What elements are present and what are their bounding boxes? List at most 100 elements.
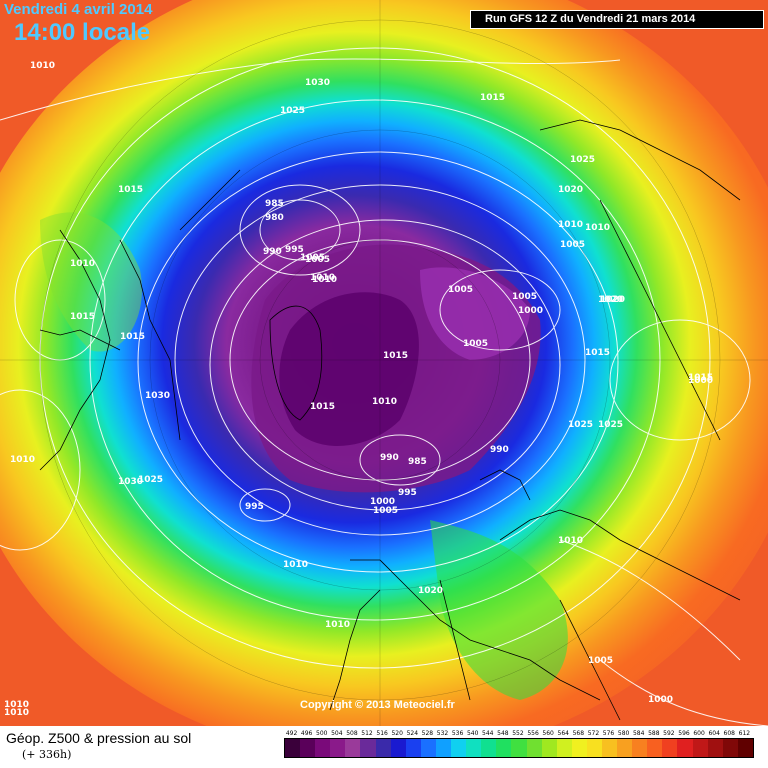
isobar-label: 1025 bbox=[568, 420, 593, 430]
color-scale-tick: 612 bbox=[738, 730, 751, 737]
legend-subtitle: (+ 336h) bbox=[22, 748, 72, 761]
color-scale-swatch bbox=[451, 739, 467, 757]
color-scale-tick: 572 bbox=[587, 730, 600, 737]
color-scale-tick: 564 bbox=[557, 730, 569, 737]
color-scale-swatch bbox=[737, 739, 753, 757]
isobar-label: 1015 bbox=[70, 312, 95, 322]
color-scale-tick: 588 bbox=[648, 730, 660, 737]
forecast-time: 14:00 locale bbox=[14, 19, 151, 46]
color-scale-tick: 600 bbox=[693, 730, 705, 737]
color-scale-tick: 592 bbox=[663, 730, 675, 737]
isobar-label: 1015 bbox=[120, 332, 145, 342]
color-scale-swatch bbox=[662, 739, 678, 757]
isobar-label: 1020 bbox=[418, 586, 443, 596]
isobar-label: 1015 bbox=[480, 93, 505, 103]
isobar-label: 1005 bbox=[512, 292, 537, 302]
color-scale-swatch bbox=[571, 739, 587, 757]
color-scale-swatch bbox=[360, 739, 376, 757]
color-scale-swatch bbox=[466, 739, 482, 757]
isobar-label: 1010 bbox=[558, 220, 583, 230]
color-scale-swatch bbox=[707, 739, 723, 757]
color-scale-swatch bbox=[647, 739, 663, 757]
color-scale-swatches bbox=[284, 738, 754, 758]
isobar-contours bbox=[0, 47, 768, 726]
color-scale-tick: 492 bbox=[285, 730, 298, 737]
color-scale-swatch bbox=[511, 739, 527, 757]
copyright: Copyright © 2013 Meteociel.fr bbox=[300, 699, 455, 711]
isobar-label: 1025 bbox=[570, 155, 595, 165]
color-scale-tick: 548 bbox=[497, 730, 509, 737]
isobar-label: 1010 bbox=[4, 708, 29, 718]
graticule bbox=[0, 0, 768, 726]
color-scale-swatch bbox=[375, 739, 391, 757]
isobar-label: 1010 bbox=[312, 275, 337, 285]
isobar-label: 1025 bbox=[280, 106, 305, 116]
isobar-label: 1010 bbox=[325, 620, 350, 630]
color-scale-tick: 520 bbox=[391, 730, 403, 737]
isobar-label: 1015 bbox=[118, 185, 143, 195]
color-scale-swatch bbox=[435, 739, 452, 757]
color-scale-tick: 524 bbox=[406, 730, 419, 737]
isobar-label: 1015 bbox=[383, 351, 408, 361]
color-scale-swatch bbox=[526, 739, 542, 757]
coastlines bbox=[39, 119, 741, 721]
legend-footer: Géop. Z500 & pression au sol (+ 336h) 49… bbox=[0, 726, 768, 768]
isobar-label: 1000 bbox=[648, 695, 673, 705]
isobar-label: 1020 bbox=[598, 295, 623, 305]
isobar-label: 1025 bbox=[138, 475, 163, 485]
color-scale-tick: 544 bbox=[482, 730, 494, 737]
isobar-label: 1010 bbox=[558, 536, 583, 546]
isobar-label: 985 bbox=[408, 457, 427, 467]
isobar-label: 995 bbox=[398, 488, 417, 498]
color-scale-swatch bbox=[586, 739, 602, 757]
color-scale-swatch bbox=[405, 739, 421, 757]
color-scale-swatch bbox=[315, 739, 331, 757]
isobar-label: 1010 bbox=[310, 273, 335, 283]
isobar-label: 1000 bbox=[518, 306, 543, 316]
isobar-label: 1010 bbox=[4, 700, 29, 710]
color-scale-tick: 604 bbox=[708, 730, 720, 737]
color-scale-tick: 580 bbox=[617, 730, 630, 737]
isobar-label: 1010 bbox=[30, 61, 55, 71]
color-scale-ticks: 492 496 500 504 508 512 516 520 524 528 532 536 540 5… bbox=[284, 730, 752, 737]
isobar-label: 1025 bbox=[598, 420, 623, 430]
isobar-label: 1005 bbox=[373, 506, 398, 516]
color-scale-swatch bbox=[677, 739, 693, 757]
isobar-label: 990 bbox=[490, 445, 509, 455]
isobar-label: 1020 bbox=[600, 295, 625, 305]
color-scale-tick: 508 bbox=[346, 730, 358, 737]
color-scale-swatch bbox=[420, 739, 436, 757]
color-scale-swatch bbox=[496, 739, 512, 757]
color-scale-tick: 556 bbox=[527, 730, 539, 737]
isobar-label: 1005 bbox=[300, 253, 325, 263]
isobar-label: 1005 bbox=[463, 339, 488, 349]
isobar-label: 995 bbox=[245, 502, 264, 512]
color-scale-tick: 552 bbox=[512, 730, 524, 737]
color-scale-swatch bbox=[601, 739, 618, 757]
isobar-label: 1020 bbox=[558, 185, 583, 195]
color-scale-swatch bbox=[345, 739, 361, 757]
color-scale-swatch bbox=[632, 739, 648, 757]
color-scale-tick: 560 bbox=[542, 730, 554, 737]
color-scale-tick: 608 bbox=[723, 730, 735, 737]
color-scale-tick: 540 bbox=[466, 730, 479, 737]
isobar-label: 1030 bbox=[305, 78, 330, 88]
color-scale-swatch bbox=[692, 739, 708, 757]
color-scale-swatch bbox=[390, 739, 406, 757]
color-scale-tick: 568 bbox=[572, 730, 585, 737]
isobar-label: 1010 bbox=[585, 223, 610, 233]
isobar-label: 1000 bbox=[688, 376, 713, 386]
run-info: Run GFS 12 Z du Vendredi 21 mars 2014 bbox=[470, 10, 764, 29]
color-scale-swatch bbox=[722, 739, 738, 757]
color-scale-swatch bbox=[556, 739, 572, 757]
color-scale-swatch bbox=[300, 739, 316, 757]
color-scale-swatch bbox=[285, 739, 301, 757]
isobar-label: 1015 bbox=[688, 373, 713, 383]
isobar-label: 1005 bbox=[305, 255, 330, 265]
color-scale-swatch bbox=[541, 739, 557, 757]
color-scale-tick: 496 bbox=[300, 730, 313, 737]
color-scale-tick: 512 bbox=[361, 730, 373, 737]
isobar-label: 995 bbox=[285, 245, 304, 255]
